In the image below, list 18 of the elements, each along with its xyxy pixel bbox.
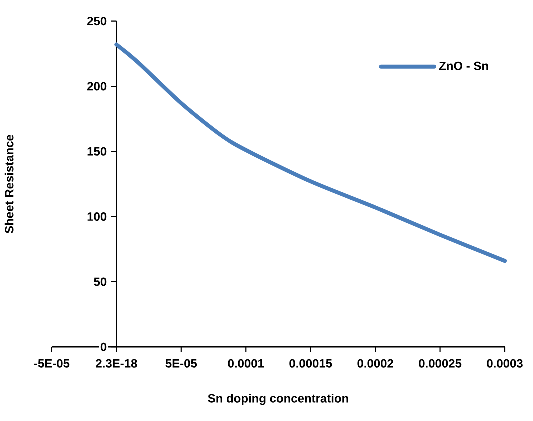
x-tick-label: 5E-05 xyxy=(166,359,198,368)
y-tick-label: 250 xyxy=(88,17,107,26)
y-tick-label: 50 xyxy=(94,278,107,286)
y-axis-title: Sheet Resistance xyxy=(4,134,14,234)
y-tick-label: 100 xyxy=(88,212,107,222)
x-axis-title: Sn doping concentration xyxy=(208,394,348,406)
legend-label: ZnO - Sn xyxy=(439,62,488,70)
y-tick-label: 150 xyxy=(88,147,107,156)
x-tick-label: 2.3E-18 xyxy=(96,359,138,368)
x-tick-label: 0.0001 xyxy=(228,359,264,368)
line-series xyxy=(114,42,508,264)
x-tick-label: 0.00025 xyxy=(419,359,462,368)
y-tick-label: 0 xyxy=(100,342,107,352)
x-tick-label: 0.00015 xyxy=(290,359,332,368)
y-tick-label: 200 xyxy=(88,82,107,91)
x-tick-label: -5E-05 xyxy=(34,359,70,368)
x-tick-label: 0.0002 xyxy=(358,359,394,368)
x-tick-label: 0.0003 xyxy=(487,359,523,368)
